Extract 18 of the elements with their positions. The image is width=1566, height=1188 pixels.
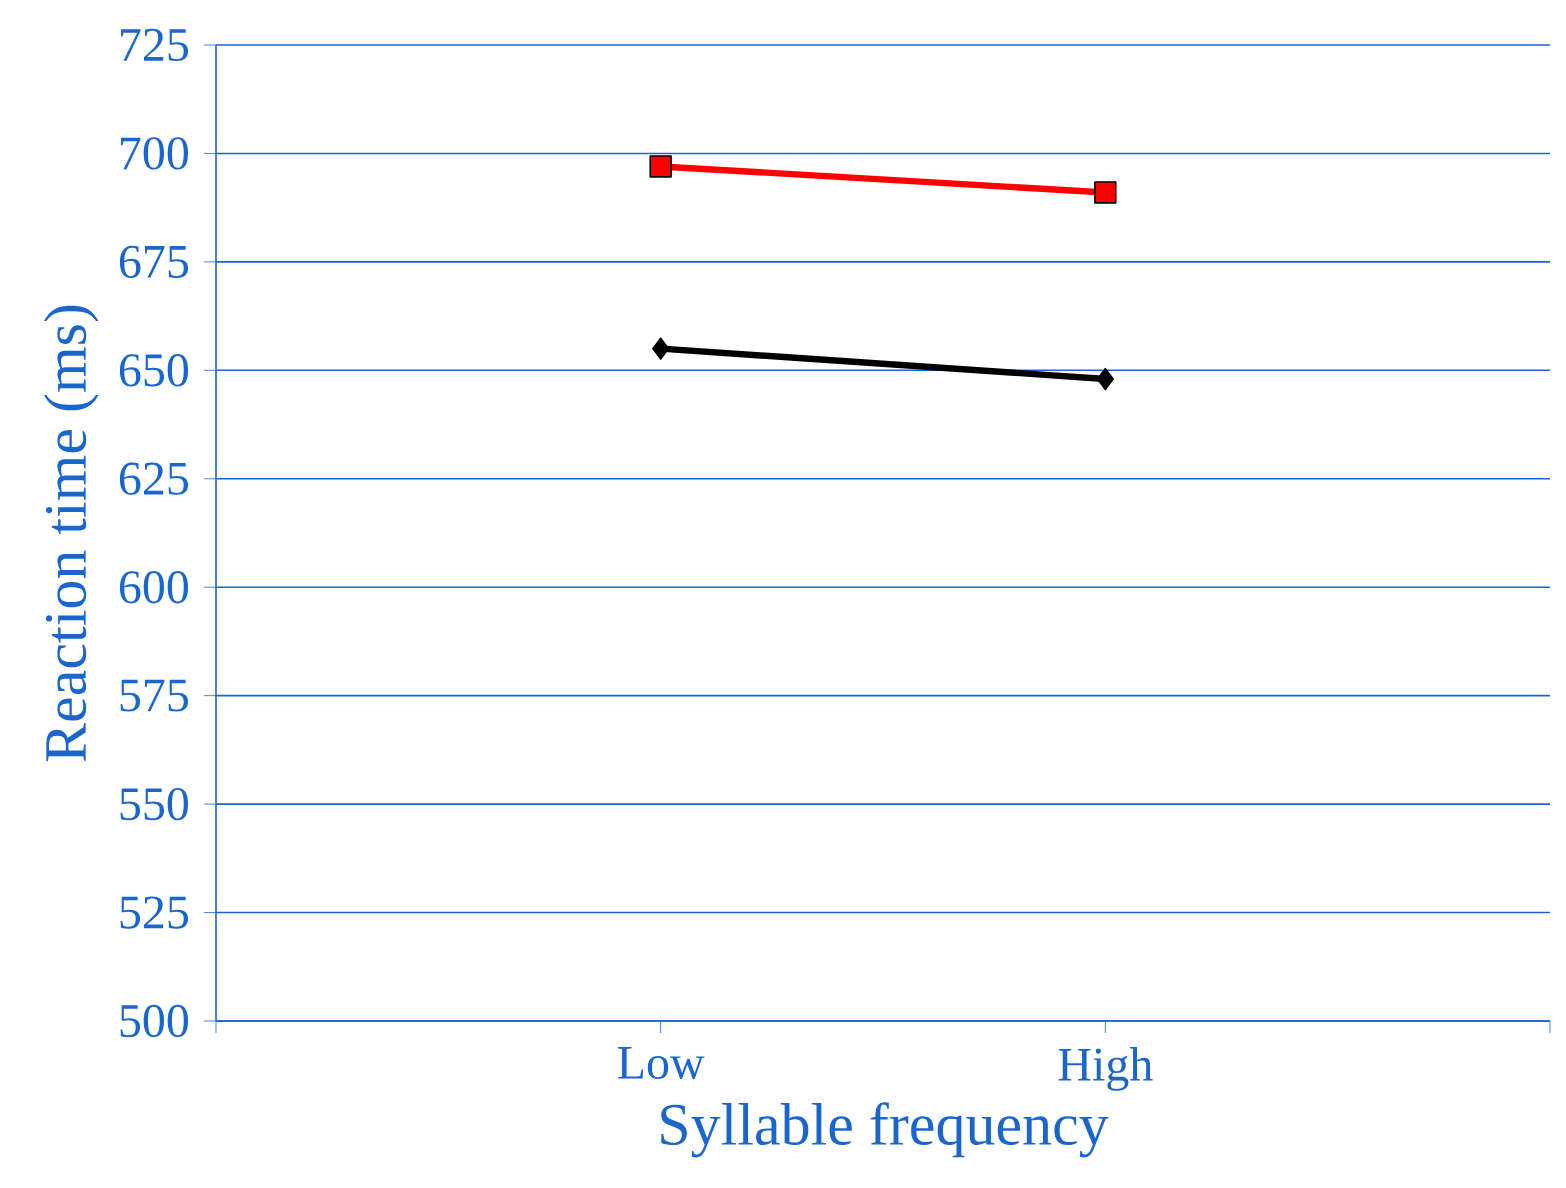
point <box>652 337 670 360</box>
point <box>649 155 672 178</box>
x-tick-label: Low <box>618 1047 705 1079</box>
y-tick-label: 650 <box>119 354 189 387</box>
y-tick-label: 500 <box>120 1004 189 1038</box>
y-tick-label: 725 <box>121 28 189 62</box>
point <box>1096 367 1114 391</box>
y-tick-label: 625 <box>119 462 189 495</box>
y-axis-title: Reaction time (ms) <box>44 305 99 762</box>
y-tick-label: 575 <box>120 679 189 712</box>
x-tick-label: High <box>1058 1047 1153 1091</box>
y-tick-label: 675 <box>119 245 189 278</box>
point <box>1094 181 1117 204</box>
y-tick-label: 700 <box>121 137 189 170</box>
y-tick-label: 600 <box>119 571 189 604</box>
y-tick-label: 550 <box>120 787 189 821</box>
x-axis-title: Syllable frequency <box>661 1102 1109 1158</box>
y-tick-label: 525 <box>120 896 189 929</box>
